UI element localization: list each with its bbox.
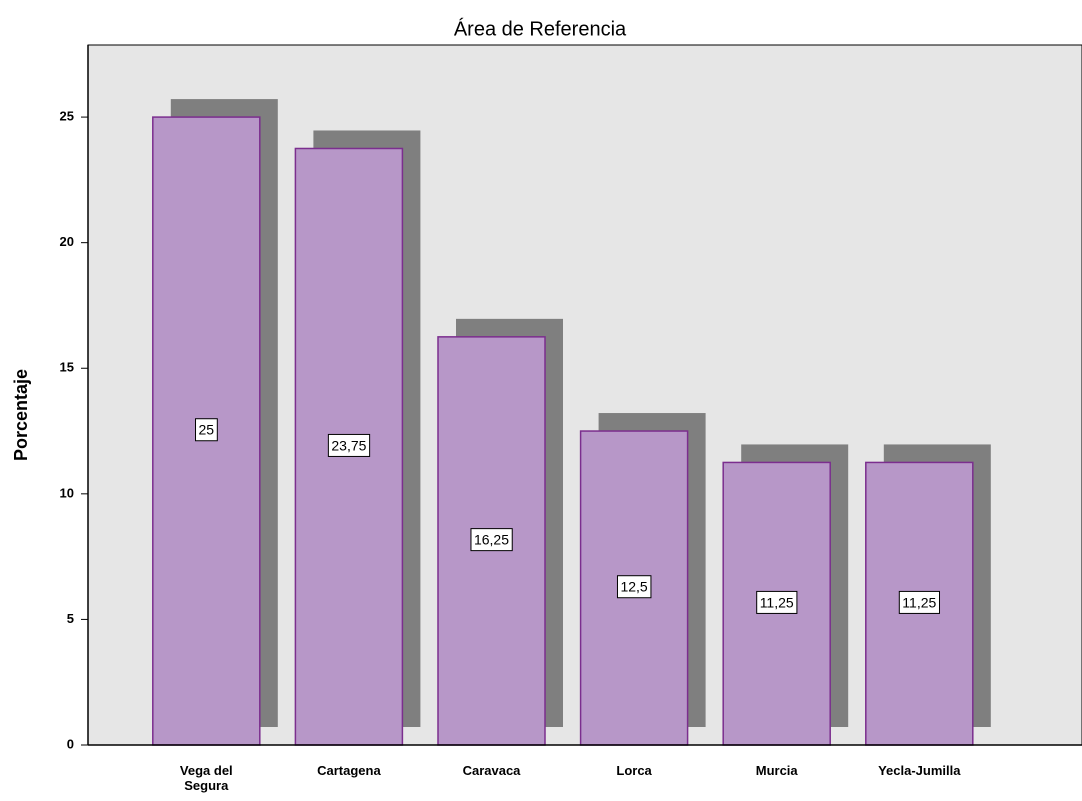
value-label-box (195, 418, 218, 442)
value-label-box (470, 528, 513, 552)
y-tick-label: 0 (67, 736, 74, 751)
value-label-box (616, 575, 652, 599)
x-tick-label: Lorca (616, 763, 652, 778)
value-label-box (898, 590, 941, 614)
y-tick-label: 25 (60, 109, 74, 124)
y-tick-label: 10 (60, 485, 74, 500)
y-tick-label: 5 (67, 611, 74, 626)
value-label: 11,25 (902, 594, 936, 610)
value-label: 25 (199, 422, 215, 438)
x-tick-label: Vega del Segura (179, 763, 233, 793)
y-axis-label: Porcentaje (11, 369, 31, 461)
x-tick-label: Yecla-Jumilla (878, 763, 961, 778)
chart-title: Área de Referencia (454, 17, 627, 40)
x-tick-label: Cartagena (317, 763, 381, 778)
y-tick-label: 15 (60, 360, 74, 375)
x-tick-label: Caravaca (462, 763, 521, 778)
value-label: 11,25 (760, 594, 794, 610)
x-tick-label: Murcia (755, 763, 798, 778)
value-label-box (756, 590, 798, 614)
y-tick-label: 20 (60, 234, 74, 249)
value-label: 12,5 (620, 579, 647, 595)
value-label: 16,25 (474, 532, 509, 548)
value-label-box (327, 433, 371, 457)
value-label: 23,75 (331, 437, 366, 453)
